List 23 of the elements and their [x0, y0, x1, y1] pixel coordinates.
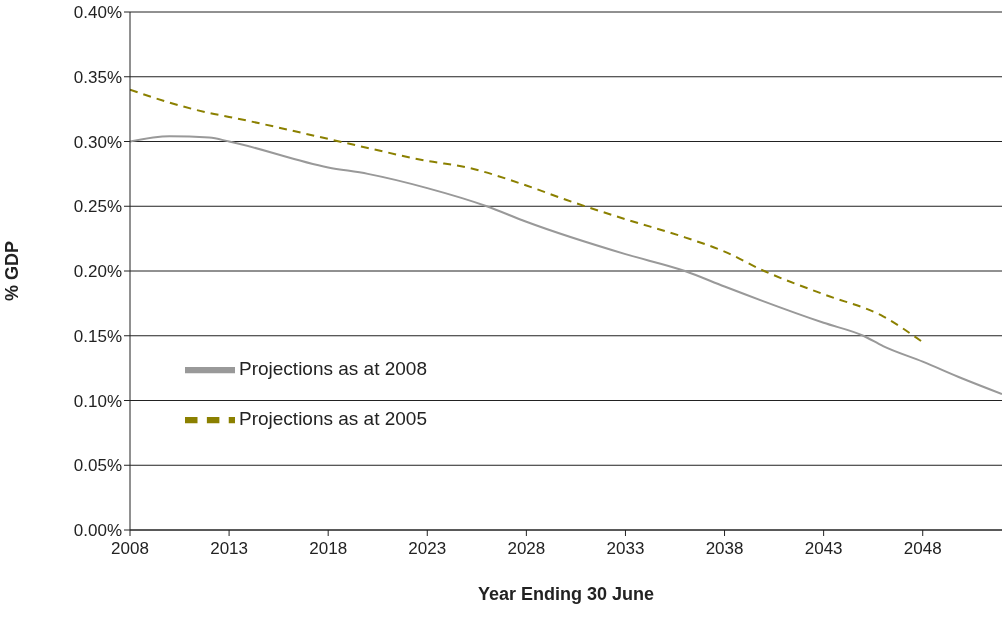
legend-label: Projections as at 2005 [239, 408, 428, 430]
legend-label: Projections as at 2008 [239, 358, 428, 380]
x-tick-label: 2043 [804, 539, 843, 559]
x-tick-label: 2028 [507, 539, 546, 559]
x-tick-label: 2048 [903, 539, 942, 559]
line-series [130, 88, 924, 344]
y-tick-label: 0.10% [73, 391, 122, 411]
y-tick-label: 0.35% [73, 67, 122, 87]
y-axis-title: % GDP [2, 240, 23, 302]
x-tick-label: 2018 [309, 539, 348, 559]
y-tick-label: 0.15% [73, 326, 122, 346]
y-tick-label: 0.25% [73, 197, 122, 217]
x-tick-label: 2038 [705, 539, 744, 559]
y-tick-label: 0.20% [73, 262, 122, 282]
y-tick-label: 0.05% [73, 456, 122, 476]
x-axis-title: Year Ending 30 June [477, 584, 655, 604]
y-tick-label: 0.00% [73, 521, 122, 541]
x-tick-label: 2013 [210, 539, 248, 559]
x-tick-label: 2033 [606, 539, 645, 559]
x-tick-label: 2008 [111, 539, 149, 559]
y-tick-label: 0.40% [73, 3, 122, 23]
x-tick-label: 2023 [408, 539, 447, 559]
y-tick-label: 0.30% [73, 132, 122, 152]
